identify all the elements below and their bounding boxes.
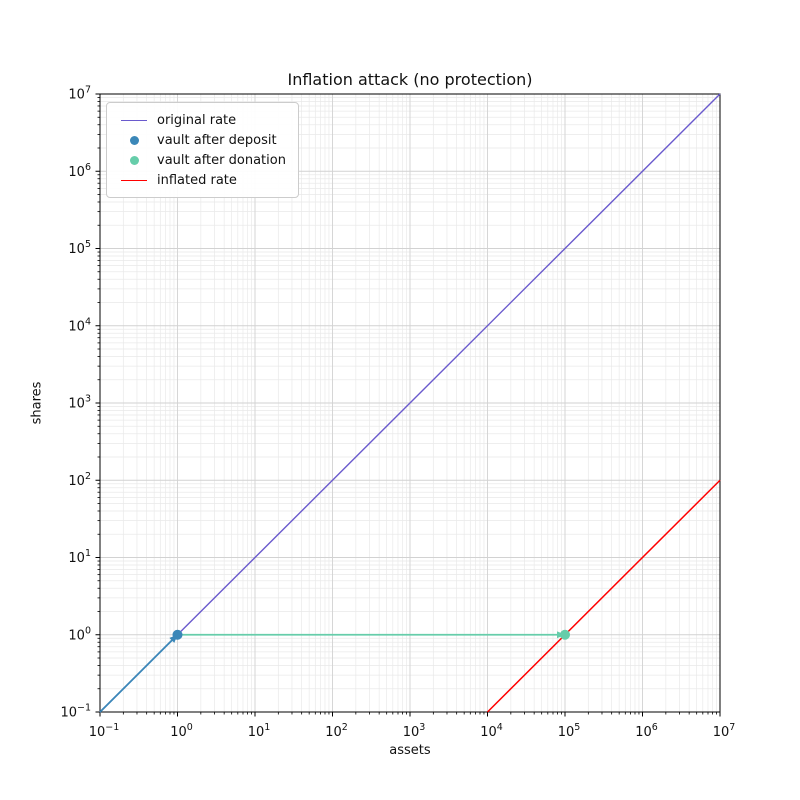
series-line-original-rate — [99, 93, 721, 713]
series-line-inflated-rate — [486, 479, 721, 713]
x-tick-label: 105 — [558, 722, 581, 740]
x-tick-label: 100 — [170, 722, 193, 740]
y-tick-label: 100 — [68, 625, 91, 643]
marker-vault-after-donation — [560, 629, 570, 640]
y-tick-label: 107 — [68, 85, 91, 103]
y-tick-label: 101 — [68, 548, 91, 566]
y-tick-label: 10−1 — [60, 703, 91, 721]
deposit-arrow — [99, 634, 179, 713]
legend-item-original-rate: original rate — [117, 110, 286, 130]
x-tick-label: 104 — [480, 722, 503, 740]
line-marker-icon — [121, 179, 147, 181]
legend-label: inflated rate — [157, 172, 237, 188]
x-axis-label: assets — [389, 743, 431, 758]
legend-line-swatch — [117, 119, 151, 121]
dot-marker-icon — [129, 155, 139, 165]
dot-marker-icon — [129, 135, 139, 145]
y-tick-label: 103 — [68, 394, 91, 412]
x-tick-label: 103 — [403, 722, 426, 740]
chart-title: Inflation attack (no protection) — [287, 70, 533, 89]
x-tick-label: 106 — [635, 722, 658, 740]
y-tick-label: 102 — [68, 471, 91, 489]
legend-label: original rate — [157, 112, 237, 128]
marker-vault-after-deposit — [172, 629, 183, 640]
x-tick-label: 101 — [248, 722, 271, 740]
legend-dot-swatch — [117, 155, 151, 165]
line-marker-icon — [121, 119, 147, 121]
legend-label: vault after donation — [157, 152, 286, 168]
legend: original rate vault after deposit vault af… — [106, 102, 299, 198]
x-tick-label: 102 — [325, 722, 348, 740]
legend-item-vault-after-deposit: vault after deposit — [117, 130, 286, 150]
legend-label: vault after deposit — [157, 132, 277, 148]
legend-item-vault-after-donation: vault after donation — [117, 150, 286, 170]
x-tick-label: 107 — [713, 722, 736, 740]
legend-line-swatch — [117, 179, 151, 181]
y-tick-label: 105 — [68, 239, 91, 257]
legend-item-inflated-rate: inflated rate — [117, 170, 286, 190]
y-tick-label: 104 — [68, 316, 91, 334]
legend-dot-swatch — [117, 135, 151, 145]
y-tick-label: 106 — [68, 162, 91, 180]
x-tick-label: 10−1 — [89, 722, 120, 740]
